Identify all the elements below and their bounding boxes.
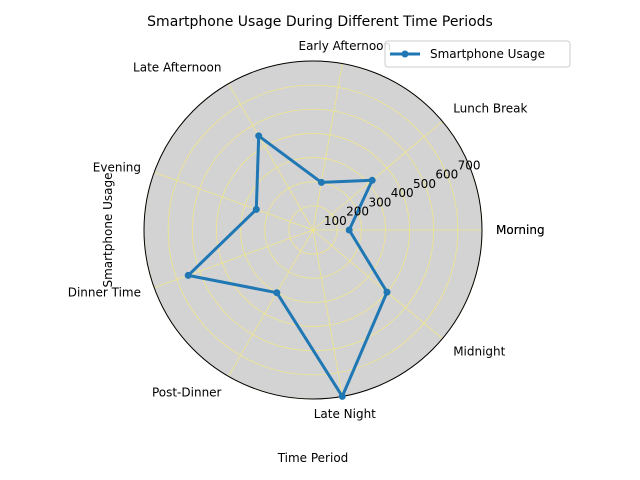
data-point — [317, 178, 325, 186]
radial-tick-label: 200 — [346, 205, 369, 219]
angle-tick-label: Dinner Time — [68, 286, 141, 300]
polar-axes-frame — [143, 60, 483, 400]
data-point — [345, 226, 353, 234]
y-axis-label: Smartphone Usage — [101, 172, 115, 287]
angle-tick-label: Midnight — [453, 345, 505, 359]
data-point — [383, 288, 391, 296]
chart-title: Smartphone Usage During Different Time P… — [147, 14, 493, 30]
angle-tick-label: Morning — [496, 223, 545, 237]
radial-tick-label: 400 — [391, 186, 414, 200]
angle-tick-label: Lunch Break — [453, 101, 527, 115]
angular-grid-line — [312, 121, 443, 231]
angular-grid-line — [154, 171, 314, 231]
polar-plot-area: Morning Lunch Break Early Afternoon Late Af… — [68, 39, 545, 421]
legend-box — [384, 40, 571, 68]
data-point — [273, 289, 281, 297]
x-axis-label: Time Period — [277, 451, 349, 465]
radial-tick-label: 300 — [368, 195, 391, 209]
data-point — [252, 205, 260, 213]
angle-tick-label: Early Afternoon — [298, 39, 391, 53]
angular-grid-line — [312, 63, 343, 231]
data-point — [255, 132, 263, 140]
radial-tick-label: 100 — [324, 214, 347, 228]
angle-tick-label: Evening — [93, 160, 141, 174]
radial-tick-label: 600 — [435, 168, 458, 182]
angle-tick-label: Late Night — [314, 407, 376, 421]
series-layer — [184, 132, 391, 400]
angle-tick-label: Morning — [496, 223, 545, 237]
data-point — [368, 176, 376, 184]
data-point — [338, 392, 346, 400]
angle-tick-label: Post-Dinner — [152, 386, 222, 400]
data-point — [184, 271, 192, 279]
legend-label: Smartphone Usage — [430, 47, 545, 61]
angular-grid-line — [312, 229, 343, 397]
angular-grid-line — [312, 229, 443, 339]
legend-marker-swatch — [401, 50, 409, 58]
angle-tick-label: Late Afternoon — [133, 61, 221, 75]
angular-grid-line — [228, 229, 314, 377]
angle-tick-labels: Morning Lunch Break Early Afternoon Late Af… — [68, 39, 545, 421]
angular-grid-line — [154, 229, 314, 289]
legend: Smartphone Usage — [384, 40, 571, 68]
angular-grid-line — [228, 83, 314, 231]
radial-tick-label: 500 — [413, 177, 436, 191]
radial-tick-label: 700 — [458, 158, 481, 172]
series-line — [186, 134, 389, 398]
